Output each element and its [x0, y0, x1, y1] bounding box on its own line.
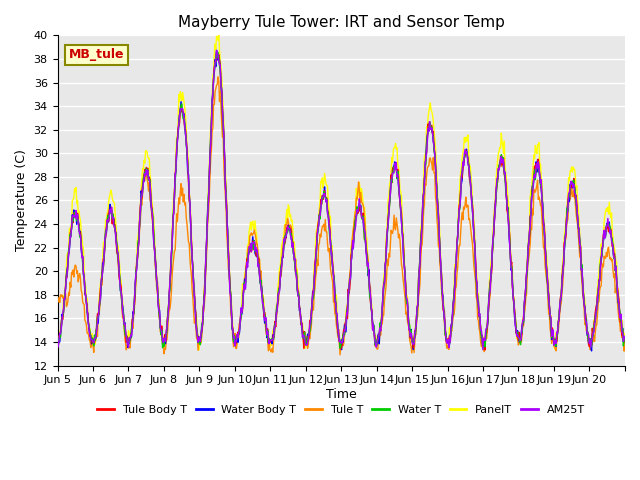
Line: Water T: Water T	[58, 52, 625, 348]
PanelT	[195, 347, 203, 353]
AM25T	[54, 341, 61, 347]
Tule T	[120, 325, 128, 331]
Tule Body T	[253, 250, 261, 255]
Water T	[120, 321, 128, 327]
Tule T	[253, 241, 261, 247]
Text: MB_tule: MB_tule	[69, 48, 124, 61]
Water Body T	[433, 177, 440, 183]
Tule T	[275, 297, 282, 303]
Tule T	[54, 300, 61, 305]
Water T	[621, 335, 628, 340]
Tule T	[401, 296, 409, 301]
AM25T	[212, 48, 220, 53]
PanelT	[215, 31, 223, 37]
AM25T	[401, 265, 408, 271]
Tule Body T	[275, 286, 282, 291]
PanelT	[54, 341, 61, 347]
Y-axis label: Temperature (C): Temperature (C)	[15, 150, 28, 252]
Line: Tule T: Tule T	[58, 77, 625, 355]
Tule T	[225, 271, 233, 276]
Title: Mayberry Tule Tower: IRT and Sensor Temp: Mayberry Tule Tower: IRT and Sensor Temp	[178, 15, 504, 30]
Tule T	[621, 338, 628, 344]
AM25T	[275, 290, 282, 296]
Line: PanelT: PanelT	[58, 34, 625, 350]
Legend: Tule Body T, Water Body T, Tule T, Water T, PanelT, AM25T: Tule Body T, Water Body T, Tule T, Water…	[93, 401, 589, 420]
PanelT	[120, 321, 128, 326]
Tule Body T	[212, 50, 220, 56]
Water Body T	[225, 266, 233, 272]
PanelT	[433, 174, 441, 180]
Water T	[275, 286, 282, 292]
AM25T	[253, 247, 261, 252]
Water Body T	[275, 288, 282, 294]
PanelT	[276, 266, 284, 272]
AM25T	[120, 321, 128, 327]
Tule Body T	[120, 322, 128, 327]
AM25T	[433, 176, 440, 182]
Water T	[401, 264, 408, 270]
Line: AM25T: AM25T	[58, 50, 625, 350]
Water T	[433, 178, 440, 183]
Water T	[479, 346, 486, 351]
Tule Body T	[54, 340, 61, 346]
Tule Body T	[481, 347, 489, 353]
Water T	[225, 264, 233, 269]
Tule Body T	[401, 265, 408, 271]
Line: Water Body T: Water Body T	[58, 50, 625, 351]
X-axis label: Time: Time	[326, 388, 356, 401]
Water Body T	[212, 48, 220, 53]
PanelT	[401, 276, 409, 281]
Tule Body T	[621, 339, 628, 345]
Water Body T	[120, 321, 128, 327]
PanelT	[621, 346, 628, 351]
Tule Body T	[225, 263, 233, 268]
PanelT	[254, 250, 262, 256]
Tule Body T	[433, 176, 440, 181]
Water Body T	[401, 263, 408, 269]
Water Body T	[588, 348, 595, 354]
Water T	[253, 248, 261, 253]
Tule T	[336, 352, 344, 358]
PanelT	[226, 278, 234, 284]
Water T	[54, 335, 61, 341]
Line: Tule Body T: Tule Body T	[58, 53, 625, 350]
Water Body T	[621, 334, 628, 339]
Tule T	[433, 216, 441, 222]
Water Body T	[54, 336, 61, 342]
Water Body T	[253, 250, 261, 255]
AM25T	[621, 334, 628, 339]
Tule T	[214, 74, 222, 80]
AM25T	[479, 347, 486, 353]
Water T	[212, 49, 220, 55]
AM25T	[225, 267, 233, 273]
